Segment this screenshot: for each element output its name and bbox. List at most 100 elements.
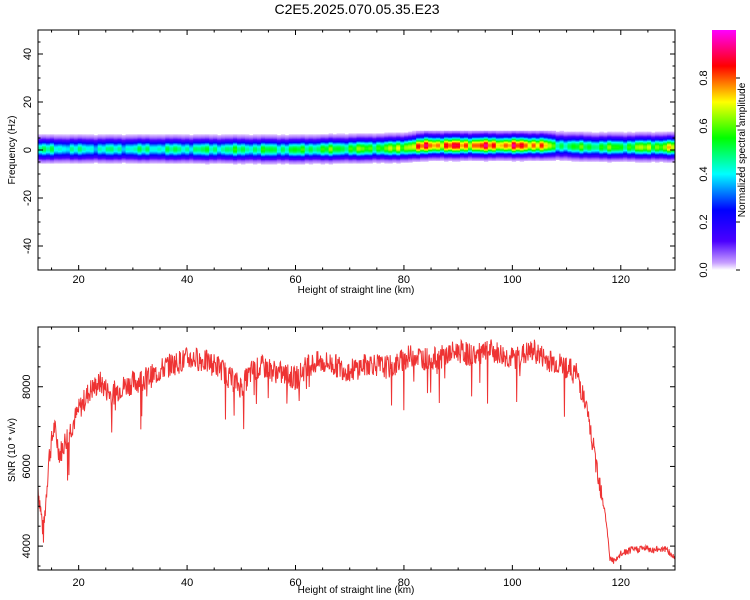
heatmap-cell <box>623 143 628 145</box>
heatmap-cell <box>245 136 250 138</box>
heatmap-cell <box>268 149 274 151</box>
heatmap-cell <box>217 138 222 140</box>
heatmap-cell <box>45 140 51 142</box>
heatmap-cell <box>344 151 349 153</box>
heatmap-cell <box>237 157 242 160</box>
heatmap-cell <box>133 143 138 145</box>
heatmap-cell <box>356 146 361 148</box>
heatmap-cell <box>467 155 473 157</box>
heatmap-cell <box>452 156 457 159</box>
heatmap-cell <box>412 149 417 151</box>
heatmap-cell <box>125 144 130 146</box>
heatmap-cell <box>189 149 194 151</box>
heatmap-cell <box>316 137 322 139</box>
heatmap-cell <box>539 143 545 145</box>
heatmap-cell <box>591 156 596 159</box>
heatmap-cell <box>229 147 234 149</box>
heatmap-cell <box>245 149 250 151</box>
heatmap-cell <box>368 154 373 156</box>
heatmap-cell <box>463 156 469 159</box>
heatmap-cell <box>412 131 417 133</box>
heatmap-cell <box>380 134 385 136</box>
heatmap-cell <box>193 145 198 147</box>
heatmap-cell <box>237 145 242 147</box>
heatmap-cell <box>177 145 182 147</box>
heatmap-cell <box>543 156 548 158</box>
heatmap-cell <box>587 160 592 162</box>
heatmap-cell <box>503 157 509 160</box>
heatmap-cell <box>45 154 51 156</box>
heatmap-cell <box>264 159 270 161</box>
heatmap-cell <box>129 160 134 162</box>
heatmap-cell <box>288 134 294 136</box>
heatmap-cell <box>499 136 505 138</box>
heatmap-cell <box>272 163 278 165</box>
heatmap-cell <box>316 149 322 151</box>
heatmap-cell <box>483 132 489 134</box>
heatmap-cell <box>264 148 270 151</box>
heatmap-cell <box>611 156 616 158</box>
heatmap-cell <box>249 138 254 140</box>
heatmap-cell <box>448 150 453 152</box>
heatmap-cell <box>61 142 67 144</box>
heatmap-cell <box>535 130 541 133</box>
heatmap-cell <box>595 159 600 161</box>
heatmap-cell <box>320 156 326 159</box>
heatmap-cell <box>57 145 63 147</box>
heatmap-cell <box>631 135 636 137</box>
heatmap-cell <box>213 148 218 151</box>
heatmap-cell <box>157 161 162 163</box>
heatmap-cell <box>296 156 302 159</box>
heatmap-cell <box>249 155 254 157</box>
heatmap-cell <box>456 153 461 155</box>
heatmap-cell <box>201 148 206 151</box>
heatmap-cell <box>396 138 401 141</box>
heatmap-cell <box>599 155 604 157</box>
heatmap-cell <box>404 151 409 153</box>
heatmap-cell <box>571 142 576 144</box>
heatmap-cell <box>531 150 537 152</box>
heatmap-cell <box>519 159 525 161</box>
heatmap-cell <box>607 142 612 144</box>
heatmap-cell <box>113 152 119 154</box>
heatmap-cell <box>631 154 636 156</box>
heatmap-cell <box>483 142 489 144</box>
heatmap-cell <box>93 156 99 158</box>
heatmap-cell <box>543 138 548 140</box>
heatmap-cell <box>559 155 564 157</box>
heatmap-cell <box>264 145 270 147</box>
heatmap-cell <box>543 150 548 152</box>
heatmap-cell <box>412 147 417 150</box>
heatmap-cell <box>249 148 254 151</box>
heatmap-cell <box>404 154 409 156</box>
heatmap-cell <box>491 143 497 145</box>
heatmap-cell <box>428 141 433 143</box>
heatmap-cell <box>241 147 246 150</box>
heatmap-cell <box>635 151 640 153</box>
heatmap-cell <box>38 138 43 141</box>
heatmap-cell <box>368 142 373 144</box>
heatmap-cell <box>173 137 178 139</box>
heatmap-cell <box>599 139 604 142</box>
heatmap-cell <box>117 155 123 157</box>
heatmap-cell <box>444 144 449 146</box>
heatmap-cell <box>41 154 47 156</box>
heatmap-cell <box>380 161 385 163</box>
heatmap-cell <box>619 135 624 137</box>
heatmap-cell <box>479 133 485 135</box>
heatmap-cell <box>535 151 541 153</box>
heatmap-cell <box>571 138 576 141</box>
heatmap-cell <box>507 130 513 133</box>
heatmap-cell <box>471 148 477 151</box>
heatmap-cell <box>284 148 290 151</box>
heatmap-cell <box>643 157 648 160</box>
heatmap-cell <box>157 147 162 150</box>
heatmap-cell <box>97 143 103 145</box>
heatmap-cell <box>388 137 393 139</box>
heatmap-cell <box>487 158 493 160</box>
heatmap-cell <box>113 157 119 160</box>
heatmap-cell <box>503 140 509 142</box>
heatmap-cell <box>121 160 126 162</box>
heatmap-cell <box>133 161 138 163</box>
heatmap-cell <box>332 157 337 160</box>
